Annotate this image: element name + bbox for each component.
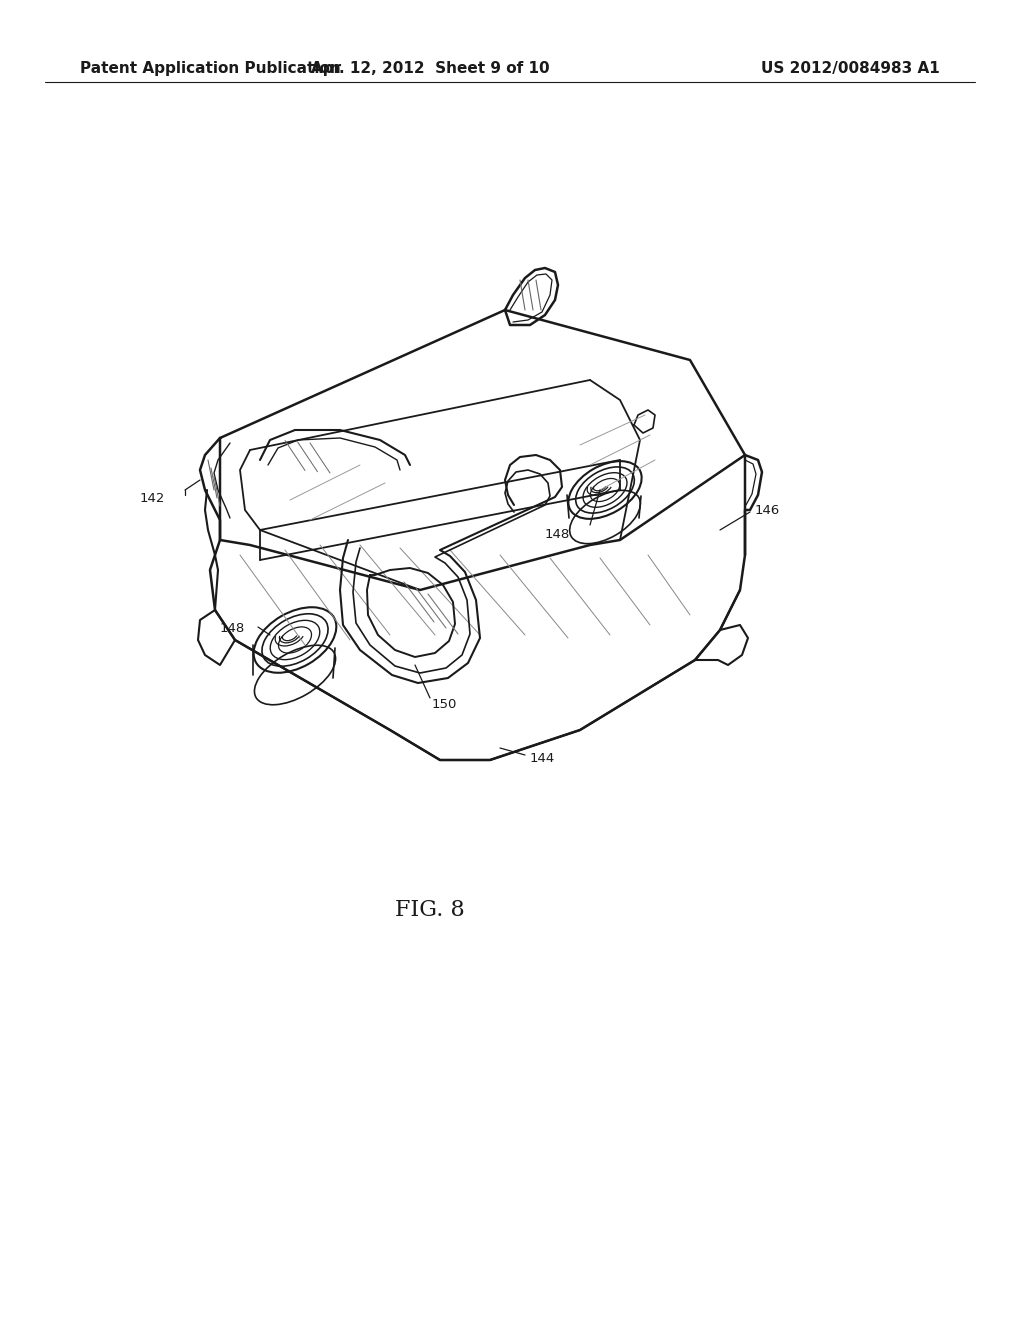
Text: 148: 148: [220, 622, 246, 635]
Text: 150: 150: [432, 698, 458, 711]
Text: Patent Application Publication: Patent Application Publication: [80, 61, 341, 75]
Text: 142: 142: [139, 491, 165, 504]
Text: Apr. 12, 2012  Sheet 9 of 10: Apr. 12, 2012 Sheet 9 of 10: [310, 61, 549, 75]
Text: US 2012/0084983 A1: US 2012/0084983 A1: [761, 61, 940, 75]
Text: 144: 144: [530, 751, 555, 764]
Text: FIG. 8: FIG. 8: [395, 899, 465, 921]
Text: 148: 148: [545, 528, 570, 541]
Text: 146: 146: [755, 503, 780, 516]
